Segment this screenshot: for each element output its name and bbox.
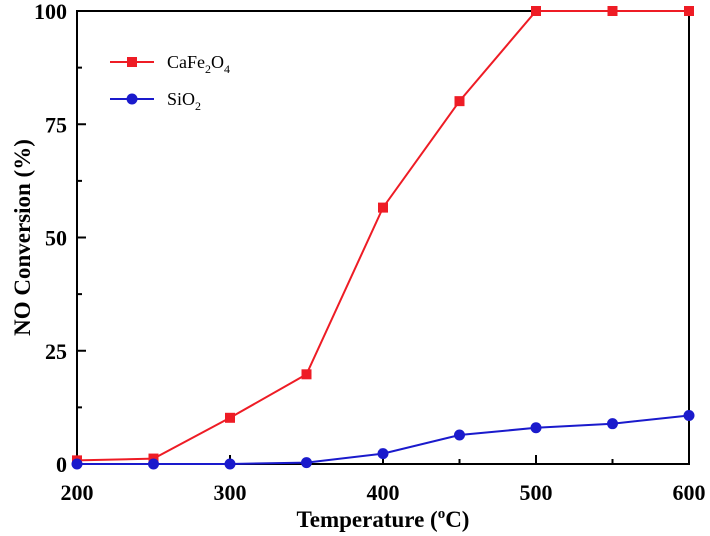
- data-point-cafe2o4: [225, 412, 235, 423]
- x-tick-label: 200: [61, 480, 94, 505]
- data-point-cafe2o4: [454, 96, 465, 107]
- data-point-cafe2o4: [607, 6, 618, 16]
- data-point-sio2: [148, 458, 159, 470]
- x-tick-label: 300: [214, 480, 247, 505]
- data-point-sio2: [301, 457, 312, 469]
- data-point-sio2: [683, 410, 695, 422]
- legend-marker-cafe2o4: [127, 57, 137, 67]
- data-point-cafe2o4: [531, 6, 541, 16]
- legend-marker-sio2: [126, 93, 138, 105]
- x-tick-label: 400: [367, 480, 400, 505]
- series-line-cafe2o4: [76, 10, 689, 462]
- y-tick-label: 100: [34, 0, 67, 24]
- plot-frame: [76, 10, 690, 465]
- data-point-cafe2o4: [301, 369, 312, 380]
- legend-label-cafe2o4: CaFe2O4: [167, 52, 230, 76]
- data-point-cafe2o4: [684, 6, 694, 16]
- data-point-cafe2o4: [378, 202, 388, 213]
- x-tick-label: 600: [673, 480, 706, 505]
- series-layer: [71, 6, 695, 470]
- x-tick-label: 500: [520, 480, 553, 505]
- data-point-sio2: [377, 448, 389, 460]
- y-axis-title: NO Conversion (%): [10, 139, 35, 336]
- data-point-sio2: [224, 458, 236, 470]
- y-tick-label: 0: [56, 452, 67, 477]
- legend-label-sio2: SiO2: [167, 89, 201, 113]
- data-point-sio2: [530, 422, 542, 434]
- y-tick-label: 25: [45, 339, 67, 364]
- legend: CaFe2O4 SiO2: [110, 52, 230, 113]
- data-point-sio2: [607, 418, 618, 430]
- y-tick-label: 75: [45, 112, 67, 137]
- axes: 200 300 400 500 600 0 25 50 75 100: [34, 0, 706, 505]
- y-tick-label: 50: [45, 226, 67, 251]
- data-point-sio2: [454, 429, 465, 441]
- x-axis-title: Temperature (oC): [297, 506, 470, 532]
- data-point-sio2: [71, 458, 83, 470]
